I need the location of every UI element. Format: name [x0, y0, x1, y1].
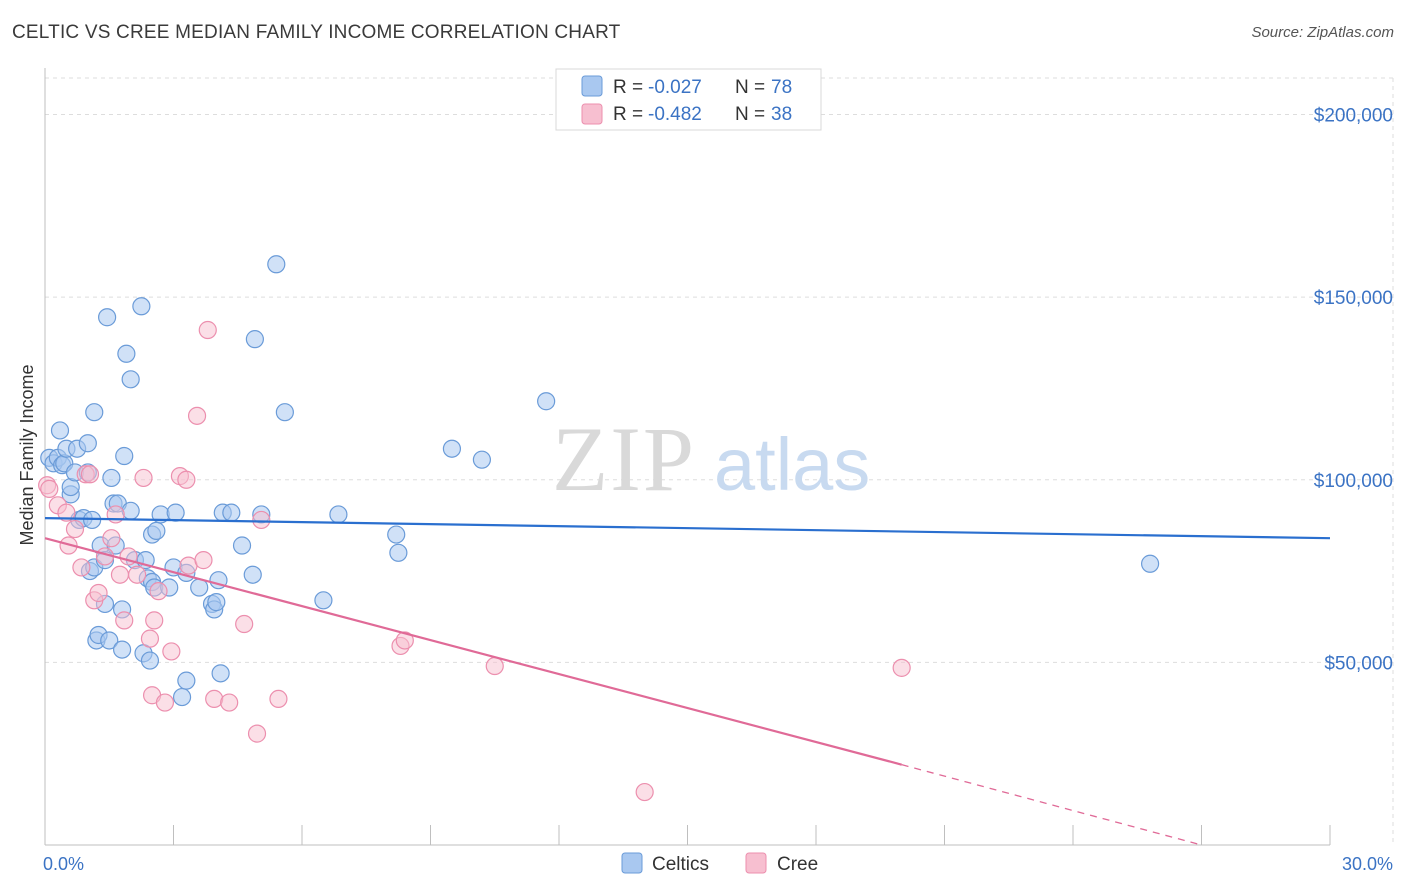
celtics-point	[98, 308, 117, 327]
trend-lines	[44, 517, 1331, 846]
cree-point	[205, 689, 224, 709]
celtics-point	[267, 255, 286, 274]
celtics-point	[314, 591, 333, 610]
bottom-legend-swatch-celtics	[621, 852, 643, 874]
cree-point	[395, 631, 414, 650]
cree-point	[235, 614, 254, 634]
celtics-point	[172, 687, 192, 707]
celtics-point	[78, 434, 97, 453]
celtics-point	[132, 297, 151, 316]
x-tick-labels: 0.0% 30.0%	[43, 854, 1393, 874]
celtics-point	[472, 450, 491, 469]
legend-swatch-celtics	[581, 75, 603, 97]
legend: R = -0.027 N = 78 R = -0.482 N = 38	[555, 68, 822, 131]
celtics-point	[207, 593, 226, 612]
celtics-point	[177, 671, 196, 690]
celtics-point	[115, 446, 134, 466]
y-axis-label: Median Family Income	[17, 364, 37, 545]
celtics-point	[147, 521, 166, 540]
cree-point	[247, 724, 267, 743]
bottom-legend: Celtics Cree	[621, 852, 818, 875]
legend-n-value-celtics: 78	[771, 77, 792, 98]
legend-r-label-celtics: R =	[613, 77, 643, 98]
celtics-point	[232, 536, 252, 555]
cree-point	[194, 551, 213, 570]
celtics-point	[112, 640, 132, 659]
celtics-point	[121, 501, 140, 520]
cree-point	[80, 465, 100, 484]
cree-point	[89, 583, 108, 603]
y-tick-labels: $50,000 $100,000 $150,000 $200,000	[1314, 106, 1393, 675]
cree-point	[162, 642, 181, 661]
celtics-point	[85, 403, 104, 422]
cree-point	[134, 468, 153, 488]
y-tick-label: $150,000	[1314, 288, 1393, 309]
y-tick-label: $50,000	[1324, 653, 1393, 674]
y-tick-label: $200,000	[1314, 106, 1393, 127]
celtics-point	[211, 664, 230, 683]
celtics-point	[50, 421, 70, 440]
celtics-point	[245, 330, 264, 349]
cree-point	[145, 611, 164, 630]
cree-point	[115, 611, 134, 630]
watermark: ZIP atlas	[552, 408, 870, 510]
bottom-legend-celtics: Celtics	[652, 854, 709, 875]
celtics-point	[1140, 554, 1160, 573]
celtics-trend-line	[44, 517, 1331, 540]
cree-point	[127, 565, 147, 584]
celtics-point	[389, 543, 408, 562]
celtics-point	[117, 344, 136, 363]
legend-n-label-cree: N =	[735, 104, 765, 125]
celtics-point	[537, 392, 556, 411]
watermark-zip: ZIP	[552, 408, 696, 510]
celtics-point	[166, 503, 185, 522]
x-tick-min: 0.0%	[43, 854, 84, 874]
cree-point	[140, 629, 160, 648]
cree-point	[155, 693, 175, 712]
cree-point	[635, 782, 654, 802]
cree-point	[110, 565, 130, 584]
cree-point	[252, 510, 271, 530]
celtics-point	[442, 439, 462, 458]
cree-point	[72, 558, 91, 577]
cree-point	[40, 479, 59, 498]
celtics-point	[102, 468, 121, 488]
celtics-point	[329, 505, 348, 524]
watermark-atlas: atlas	[714, 423, 870, 506]
legend-r-value-cree: -0.482	[648, 104, 702, 125]
celtics-point	[243, 565, 262, 584]
celtics-point	[275, 403, 294, 422]
y-tick-label: $100,000	[1314, 471, 1393, 492]
cree-point	[220, 693, 239, 712]
chart-title: CELTIC VS CREE MEDIAN FAMILY INCOME CORR…	[12, 22, 621, 43]
legend-r-value-celtics: -0.027	[648, 77, 702, 98]
cree-point	[198, 320, 217, 340]
celtics-point	[222, 503, 241, 522]
cree-point	[187, 406, 207, 425]
cree-point	[892, 658, 911, 677]
cree-point	[65, 519, 85, 539]
celtics-point	[140, 651, 160, 670]
celtics-point	[100, 631, 119, 650]
legend-n-value-cree: 38	[771, 104, 792, 125]
bottom-legend-swatch-cree	[745, 852, 767, 874]
legend-swatch-cree	[581, 103, 603, 125]
cree-point	[269, 689, 288, 709]
source-note: Source: ZipAtlas.com	[1251, 24, 1394, 41]
x-tick-max: 30.0%	[1342, 854, 1393, 874]
legend-n-label-celtics: N =	[735, 77, 765, 98]
cree-trend-line	[44, 537, 902, 766]
cree-point	[177, 470, 196, 489]
cree-trend-extension	[901, 764, 1202, 846]
cree-point	[485, 656, 504, 676]
celtics-point	[387, 525, 406, 544]
cree-point	[149, 582, 168, 601]
legend-r-label-cree: R =	[613, 104, 643, 125]
bottom-legend-cree: Cree	[777, 854, 818, 875]
cree-point	[102, 529, 121, 548]
celtics-point	[121, 370, 140, 389]
cree-point	[57, 503, 76, 522]
